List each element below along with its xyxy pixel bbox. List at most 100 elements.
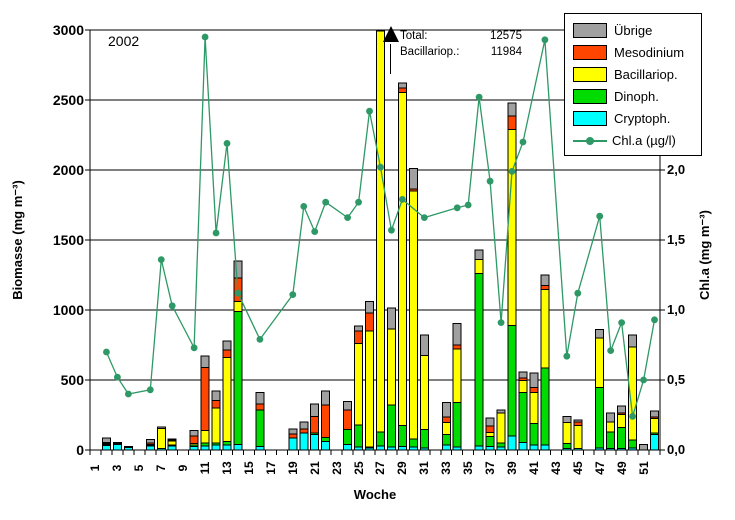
annotation-text: Total: 12575 Bacillariop.: 11984	[400, 30, 522, 59]
bar-week-41-Mesodinium	[529, 387, 539, 394]
chla-marker-week-35	[464, 201, 472, 209]
left-axis-label-500: 500	[60, 372, 84, 388]
annotation-label-1: Bacillariop.:	[400, 46, 460, 58]
bar-week-37-Mesodinium	[485, 425, 495, 434]
bar-week-21-Mesodinium	[310, 415, 320, 434]
chla-marker-week-13	[223, 140, 231, 147]
chla-marker-week-49	[618, 319, 626, 326]
bar-week-27-Dinoph.	[375, 431, 385, 447]
x-axis-label-5: 5	[132, 464, 147, 472]
bar-week-34-Übrige	[452, 322, 462, 346]
bar-week-36-Cryptoph.	[474, 445, 484, 451]
bar-week-29-Dinoph.	[397, 425, 407, 447]
legend-label: Cryptoph.	[614, 110, 671, 126]
x-axis-label-17: 17	[263, 461, 278, 475]
chla-marker-week-6	[146, 386, 154, 394]
chla-marker-week-48	[607, 347, 615, 354]
legend-line-marker-icon	[573, 134, 607, 147]
bar-week-33-Mesodinium	[441, 416, 451, 424]
bar-week-30-Bacillariop.	[408, 190, 418, 440]
x-axis-label-47: 47	[592, 461, 607, 475]
bar-week-49-Bacillariop.	[617, 413, 627, 429]
x-axis-label-25: 25	[351, 461, 366, 475]
bar-week-45-Bacillariop.	[573, 425, 583, 450]
legend-item-4: Cryptoph.	[573, 107, 695, 129]
bar-week-34-Mesodinium	[452, 344, 462, 350]
legend-label: Mesodinium	[614, 44, 685, 60]
bar-week-28-Bacillariop.	[386, 328, 396, 406]
annotation-arrow-icon	[383, 26, 399, 42]
bar-week-11-Mesodinium	[200, 366, 210, 431]
bar-week-33-Bacillariop.	[441, 422, 451, 436]
bar-week-29-Cryptoph.	[397, 446, 407, 451]
bar-week-31-Bacillariop.	[419, 355, 429, 431]
bar-week-52-Übrige	[650, 410, 660, 418]
bar-week-39-Dinoph.	[507, 324, 517, 437]
legend-item-5: Chl.a (µg/l)	[573, 129, 695, 151]
annotation-label-0: Total:	[400, 30, 428, 42]
chla-marker-week-19	[289, 291, 297, 298]
bar-week-40-Übrige	[518, 371, 528, 379]
bar-week-39-Bacillariop.	[507, 128, 517, 326]
bar-week-38-Übrige	[496, 409, 506, 414]
legend-label: Chl.a (µg/l)	[612, 132, 676, 148]
bar-week-29-Bacillariop.	[397, 91, 407, 427]
right-axis-label-1,5: 1,5	[667, 232, 686, 247]
bar-week-14-Dinoph.	[233, 310, 243, 445]
bar-week-38-Bacillariop.	[496, 412, 506, 444]
left-axis-label-2000: 2000	[52, 162, 84, 178]
bar-week-42-Dinoph.	[540, 367, 550, 446]
right-axis-label-0,0: 0,0	[667, 442, 686, 457]
bar-week-42-Bacillariop.	[540, 289, 550, 369]
bar-week-26-Bacillariop.	[365, 330, 375, 448]
right-axis-label-2,0: 2,0	[667, 162, 686, 177]
bar-week-39-Übrige	[507, 102, 517, 117]
chla-marker-week-26	[366, 107, 373, 115]
bar-week-25-Dinoph.	[354, 424, 364, 448]
left-axis-label-0: 0	[76, 442, 84, 458]
chla-marker-week-36	[475, 93, 483, 101]
bar-week-25-Bacillariop.	[354, 343, 364, 426]
bar-week-33-Dinoph.	[441, 434, 451, 446]
bar-week-10-Übrige	[189, 429, 199, 437]
bar-week-24-Dinoph.	[343, 429, 353, 445]
bar-week-48-Dinoph.	[606, 431, 616, 450]
bar-week-34-Dinoph.	[452, 401, 462, 448]
x-axis-label-33: 33	[439, 461, 454, 475]
x-axis-label-51: 51	[636, 461, 651, 475]
bar-week-11-Übrige	[200, 355, 210, 368]
bar-week-27-Bacillariop.	[375, 29, 385, 433]
bar-week-24-Übrige	[343, 401, 353, 411]
bar-week-39-Mesodinium	[507, 115, 517, 130]
bar-week-44-Übrige	[562, 415, 572, 424]
left-axis-label-2500: 2500	[52, 92, 84, 108]
chla-marker-week-25	[355, 198, 362, 206]
x-axis-label-27: 27	[373, 461, 388, 475]
bar-week-22-Mesodinium	[321, 404, 331, 438]
chla-marker-week-27	[377, 163, 384, 171]
bar-week-41-Cryptoph.	[529, 444, 539, 451]
legend-item-2: Bacillariop.	[573, 63, 695, 85]
chla-marker-week-40	[519, 138, 527, 146]
bar-week-14-Bacillariop.	[233, 301, 243, 312]
bar-week-25-Mesodinium	[354, 330, 364, 345]
legend: Übrige Mesodinium Bacillariop. Dinoph. Crypt…	[564, 13, 702, 156]
x-axis-label-45: 45	[570, 461, 585, 475]
bar-week-38-Dinoph.	[496, 442, 506, 448]
bar-week-40-Cryptoph.	[518, 441, 528, 451]
legend-item-3: Dinoph.	[573, 85, 695, 107]
legend-swatch-icon	[573, 44, 607, 60]
x-axis-label-21: 21	[307, 461, 322, 475]
x-axis-label-23: 23	[329, 461, 344, 475]
bar-week-11-Bacillariop.	[200, 429, 210, 444]
left-axis-label-1500: 1500	[52, 232, 84, 248]
bar-week-37-Dinoph.	[485, 436, 495, 448]
bar-week-29-Mesodinium	[397, 87, 407, 93]
legend-dot	[586, 136, 594, 145]
bar-week-2-Übrige	[101, 437, 111, 443]
bar-week-28-Übrige	[386, 307, 396, 330]
bar-week-36-Bacillariop.	[474, 259, 484, 275]
bar-week-22-Dinoph.	[321, 436, 331, 443]
bar-week-36-Übrige	[474, 249, 484, 261]
